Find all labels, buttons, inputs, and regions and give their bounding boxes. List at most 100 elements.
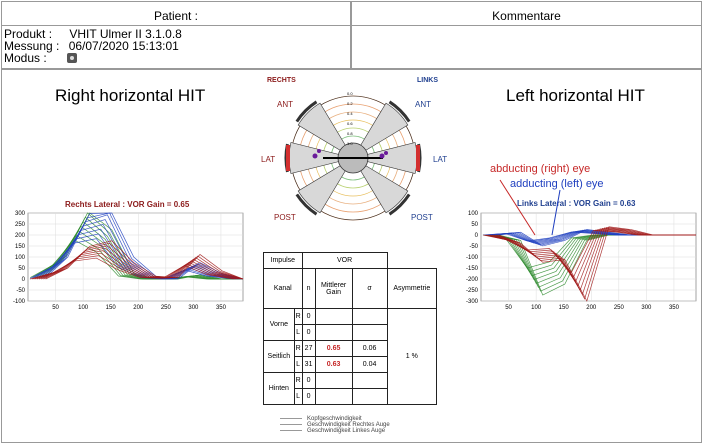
n-cell: 0 — [301, 324, 316, 341]
gain-cell — [314, 324, 353, 341]
ring-label-1: 0.2 — [347, 101, 353, 106]
x-tick-label: 300 — [641, 305, 652, 311]
legend-item: Geschwindigkeit Linkes Auge — [280, 428, 390, 434]
polar-ant-left: ANT — [277, 100, 293, 109]
polar-wedge-cap — [295, 193, 318, 216]
y-tick-label: 200 — [15, 233, 26, 239]
y-tick-label: -100 — [13, 299, 26, 305]
polar-wedge — [352, 157, 409, 214]
polar-wedge-cap — [388, 193, 411, 216]
right-chart-subtitle: Rechts Lateral : VOR Gain = 0.65 — [65, 200, 190, 209]
sd-cell: 0.06 — [351, 340, 388, 357]
x-tick-label: 350 — [669, 305, 680, 311]
mode-label: Modus : — [4, 51, 47, 65]
series-line — [43, 242, 244, 280]
side-cell: R — [293, 308, 303, 325]
y-tick-label: -250 — [466, 288, 479, 294]
asym-header: Asymmetrie — [386, 268, 438, 309]
table-row: L 0 — [264, 324, 437, 341]
polar-post-left: POST — [274, 213, 296, 222]
y-tick-label: -50 — [16, 288, 25, 294]
x-tick-label: 150 — [559, 305, 570, 311]
left-hit-chart: 100 50 0 -50 -100 -150 -200 -250 -300 50 100 150 200… — [466, 211, 697, 311]
legend-item: Geschwindigkeit Rechtes Auge — [280, 422, 390, 428]
legend-item: Kopfgeschwindigkeit — [280, 416, 390, 422]
x-tick-label: 250 — [161, 305, 172, 311]
x-tick-label: 100 — [78, 305, 89, 311]
polar-wedge-cap — [388, 100, 411, 123]
side-cell: L — [293, 356, 303, 373]
n-cell: 0 — [301, 372, 316, 389]
y-tick-label: 300 — [15, 211, 26, 217]
n-cell: 0 — [301, 308, 316, 325]
measure-row: Messung : 06/07/2020 15:13:01 — [4, 40, 179, 52]
n-cell: 0 — [301, 388, 316, 405]
side-cell: R — [293, 372, 303, 389]
y-tick-label: 100 — [15, 255, 26, 261]
table-row: Vorne R 0 1 % — [263, 308, 438, 405]
polar-rechts-label: RECHTS — [267, 77, 296, 84]
y-tick-label: -50 — [469, 244, 478, 250]
measure-value: 06/07/2020 15:13:01 — [68, 39, 179, 53]
side-cell: L — [293, 388, 303, 405]
gain-cell — [314, 388, 353, 405]
y-tick-label: 0 — [22, 277, 26, 283]
polar-plot: RECHTS LINKS ANT ANT LAT LAT POST POST 0… — [261, 77, 447, 222]
x-tick-label: 200 — [133, 305, 144, 311]
vor-header: VOR — [301, 252, 388, 269]
polar-post-right: POST — [411, 213, 433, 222]
y-tick-label: 100 — [468, 211, 479, 217]
x-tick-label: 350 — [216, 305, 227, 311]
product-label: Produkt : — [4, 27, 53, 41]
asym-value: 1 % — [386, 308, 438, 405]
vor-results-table: Impulse VOR Kanal n Mittlerer Gain σ Asy… — [263, 252, 438, 405]
impulse-header: Impulse — [263, 252, 303, 269]
ring-label-2: 0.4 — [347, 111, 353, 116]
product-value: VHIT Ulmer II 3.1.0.8 — [69, 27, 182, 41]
annotation-arrows — [499, 179, 561, 236]
sd-cell: 0.04 — [351, 356, 388, 373]
side-cell: R — [293, 340, 303, 357]
comments-header: Kommentare — [351, 1, 702, 26]
ring-label-4: 0.8 — [347, 131, 353, 136]
patient-header: Patient : — [1, 1, 351, 26]
gain-cell: 0.63 — [314, 356, 353, 373]
sd-cell — [351, 388, 388, 405]
y-tick-label: -150 — [466, 266, 479, 272]
polar-wedge — [297, 102, 354, 159]
gain-header: Mittlerer Gain — [314, 268, 353, 309]
x-tick-label: 100 — [531, 305, 542, 311]
group-vorne: Vorne — [263, 308, 295, 341]
polar-wedge — [297, 157, 354, 214]
n-cell: 27 — [301, 340, 316, 357]
polar-links-label: LINKS — [417, 77, 438, 84]
sd-cell — [351, 324, 388, 341]
comments-box[interactable] — [351, 25, 702, 69]
polar-wedge-cap — [295, 100, 318, 123]
camera-icon[interactable] — [67, 53, 77, 63]
x-tick-label: 50 — [505, 305, 512, 311]
gain-cell — [314, 372, 353, 389]
polar-ant-right: ANT — [415, 100, 431, 109]
left-hit-title: Left horizontal HIT — [506, 86, 645, 105]
y-tick-label: 50 — [18, 266, 25, 272]
n-header: n — [301, 268, 316, 309]
left-chart-subtitle: Links Lateral : VOR Gain = 0.63 — [517, 199, 636, 208]
y-tick-label: -100 — [466, 255, 479, 261]
series-line — [41, 245, 244, 280]
side-cell: L — [293, 324, 303, 341]
sd-cell — [351, 308, 388, 325]
adducting-left-eye-annotation: adducting (left) eye — [510, 178, 604, 190]
product-row: Produkt : VHIT Ulmer II 3.1.0.8 — [4, 28, 182, 40]
n-cell: 31 — [301, 356, 316, 373]
abducting-right-eye-annotation: abducting (right) eye — [490, 163, 591, 175]
gain-cell — [314, 308, 353, 325]
polar-lat-left: LAT — [261, 155, 275, 164]
table-row: Hinten R 0 — [263, 372, 437, 405]
x-tick-label: 50 — [52, 305, 59, 311]
mode-row: Modus : — [4, 52, 47, 64]
sigma-header: σ — [351, 268, 388, 309]
series-line — [45, 212, 244, 280]
y-tick-label: 50 — [471, 222, 478, 228]
y-tick-label: -200 — [466, 277, 479, 283]
